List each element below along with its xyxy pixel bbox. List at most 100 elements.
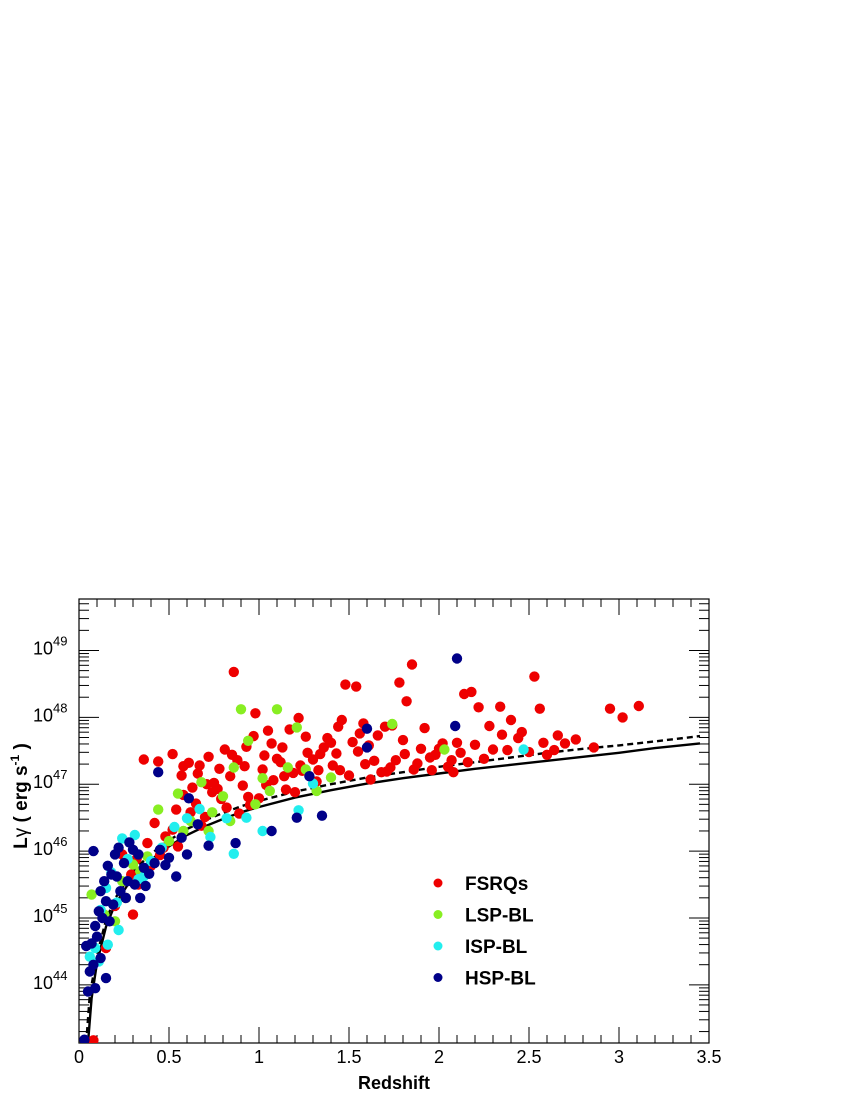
fsrqs-point (360, 759, 371, 770)
lsp-bl-point (217, 791, 229, 802)
fsrqs-point (325, 737, 337, 748)
fsrqs-point (455, 747, 466, 758)
fsrqs-point (430, 749, 441, 760)
hsp-bl-point (450, 720, 461, 732)
hsp-bl-point (266, 825, 277, 837)
fsrqs-point (552, 730, 563, 741)
x-axis-title: Redshift (358, 1073, 430, 1093)
fsrqs-point (401, 696, 412, 707)
fsrqs-point (513, 732, 524, 744)
x-tick-label: 1.5 (336, 1047, 361, 1067)
lsp-bl-point (196, 777, 207, 788)
hsp-bl-point (304, 771, 315, 782)
hsp-bl-point (120, 892, 131, 904)
fsrqs-point (473, 702, 484, 713)
fsrqs-point (300, 731, 311, 742)
y-tick-label: 10 (33, 772, 53, 792)
lsp-bl-point (439, 744, 450, 755)
x-tick-label: 0.5 (156, 1047, 181, 1067)
y-tick-label-exponent: 49 (53, 633, 67, 648)
fsrqs-point (172, 841, 184, 852)
lsp-bl-point (86, 889, 97, 900)
fsrqs-point (426, 765, 437, 776)
fsrqs-point (313, 765, 324, 776)
fsrqs-point (127, 909, 139, 920)
fsrqs-point (534, 703, 545, 714)
lsp-bl-point (153, 804, 164, 815)
hsp-bl-point (81, 940, 92, 952)
hsp-bl-point (163, 852, 175, 863)
legend-label-fsrqs: FSRQs (465, 874, 528, 895)
fsrqs-point (187, 782, 198, 793)
y-tick-label-exponent: 47 (53, 767, 67, 782)
fsrqs-point (604, 703, 616, 714)
lsp-bl-point (264, 785, 275, 797)
isp-bl-point (241, 812, 252, 823)
legend-label-lsp-bl: LSP-BL (465, 906, 534, 927)
isp-bl-point (228, 848, 239, 859)
legend-marker-hsp-bl (433, 973, 443, 982)
hsp-bl-point (361, 723, 373, 734)
fsrqs-point (570, 734, 581, 745)
fsrqs-point (549, 744, 560, 756)
hsp-bl-point (111, 871, 123, 882)
fsrqs-point (153, 756, 164, 767)
isp-bl-point (113, 924, 124, 936)
hsp-bl-point (122, 876, 133, 887)
dashed-flux-limit-curve (85, 734, 701, 1043)
x-tick-label: 2.5 (516, 1047, 541, 1067)
x-tick-label: 2 (434, 1047, 444, 1067)
fsrqs-point (138, 754, 149, 765)
fsrqs-point (219, 744, 230, 755)
hsp-bl-point (171, 871, 182, 882)
fsrqs-point (280, 784, 292, 795)
hsp-bl-point (133, 849, 144, 860)
hsp-bl-point (176, 832, 187, 843)
y-tick-label: 10 (33, 638, 53, 658)
fsrqs-point (239, 761, 250, 772)
lsp-bl-point (271, 704, 283, 715)
fsrqs-point (406, 659, 418, 670)
lsp-bl-point (243, 735, 254, 746)
fsrqs-point (538, 737, 549, 748)
fsrqs-point (496, 729, 508, 740)
fsrqs-point (495, 701, 506, 712)
hsp-bl-point (181, 849, 193, 860)
lsp-bl-point (325, 772, 337, 783)
legend-marker-fsrqs (433, 878, 443, 888)
y-axis-title-exp: -1 (8, 754, 22, 765)
legend-label-hsp-bl: HSP-BL (465, 969, 536, 990)
fsrqs-point (214, 763, 225, 774)
fsrqs-point (446, 755, 457, 766)
hsp-bl-point (113, 842, 124, 853)
isp-bl-point (84, 951, 96, 962)
fsrqs-point (250, 708, 261, 719)
y-tick-label: 10 (33, 973, 53, 993)
isp-bl-point (257, 825, 268, 837)
fsrqs-point (412, 758, 423, 769)
fsrqs-point (559, 738, 571, 749)
fsrqs-point (194, 760, 205, 771)
isp-bl-point (194, 803, 205, 815)
legend-marker-lsp-bl (433, 910, 443, 919)
hsp-bl-point (153, 767, 164, 778)
legend: FSRQs LSP-BL ISP-BL HSP-BL (433, 874, 536, 990)
hsp-bl-point (91, 931, 103, 942)
fsrqs-point (462, 757, 473, 768)
fsrqs-point (192, 768, 203, 779)
fsrqs-point (415, 743, 427, 754)
hsp-bl-point (291, 812, 302, 823)
y-axis-title-symbol: γ (11, 827, 32, 837)
y-tick-label-exponent: 48 (53, 700, 67, 715)
fsrqs-point (88, 1035, 99, 1043)
hsp-bl-point (79, 1034, 90, 1043)
fsrqs-point (466, 686, 477, 698)
hsp-bl-point (183, 793, 194, 804)
fsrqs-point (221, 802, 232, 813)
fsrqs-point (271, 753, 283, 764)
isp-bl-point (169, 821, 180, 833)
y-axis-title-prefix: L (11, 837, 32, 849)
fsrqs-point (381, 766, 392, 777)
lsp-bl-point (207, 807, 218, 818)
y-axis-title: Lγ ( erg s-1 ) (8, 743, 32, 849)
